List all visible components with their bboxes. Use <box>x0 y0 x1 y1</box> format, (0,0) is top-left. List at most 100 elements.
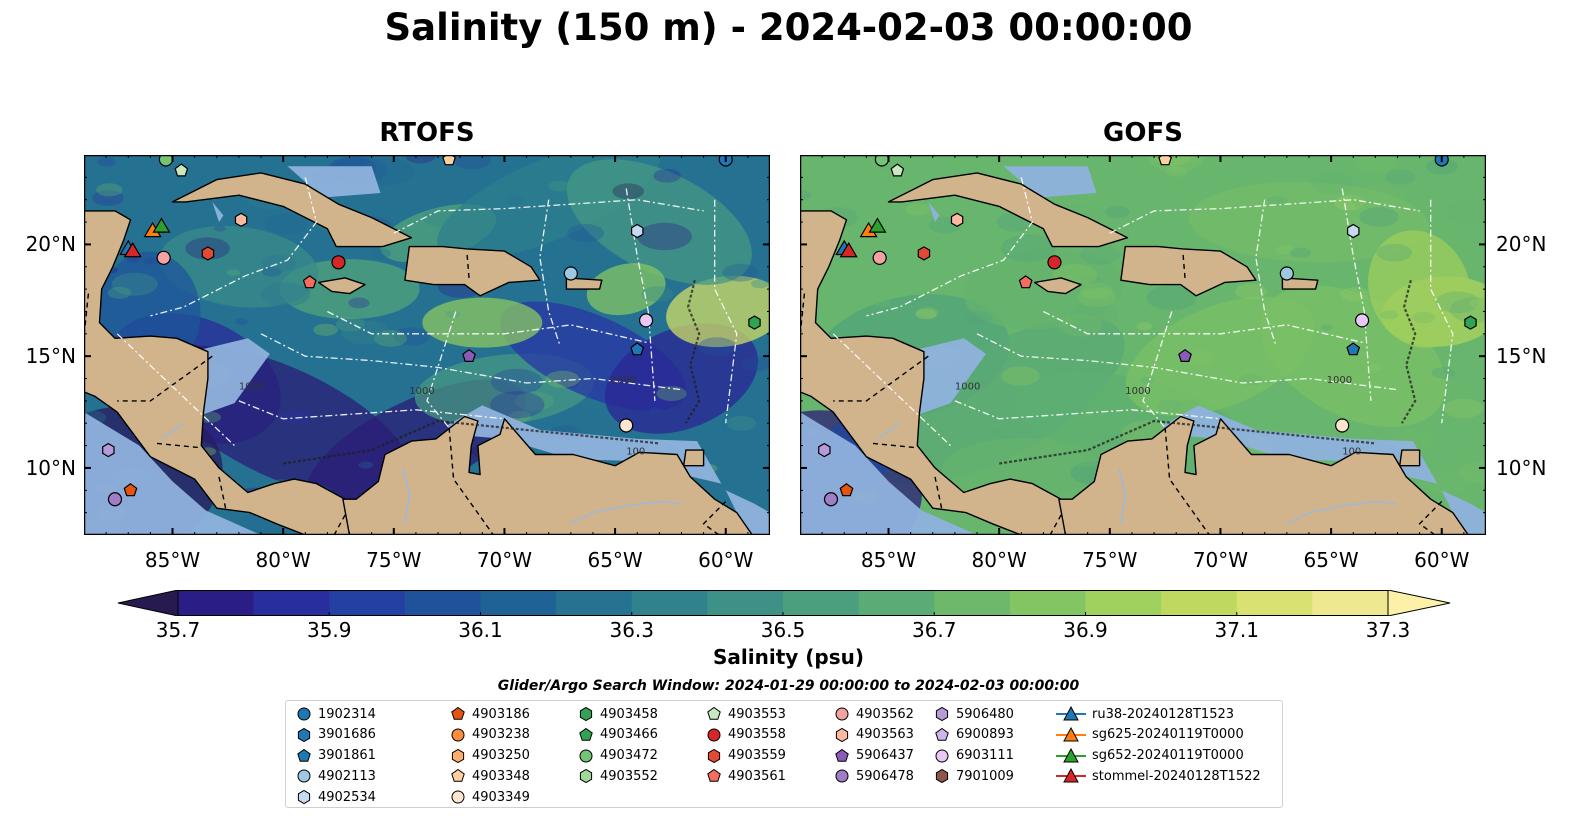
legend-item-label: 4903458 <box>600 706 658 722</box>
hexagon-marker-icon <box>579 769 593 784</box>
axis-ticks <box>84 155 770 535</box>
legend-item: 4903250 <box>450 746 530 766</box>
argo-5906480 <box>102 442 115 458</box>
circle-marker-icon <box>451 790 465 804</box>
legend-item-label: 4903552 <box>600 768 658 784</box>
hexagon-marker-icon <box>707 748 721 763</box>
legend-item: 4903238 <box>450 725 530 745</box>
land-trinidad <box>683 449 705 467</box>
colorbar-segment <box>631 590 708 616</box>
legend-item: 3901861 <box>296 746 376 766</box>
argo-4903561 <box>302 275 317 289</box>
panel-title-rtofs: RTOFS <box>379 118 475 148</box>
legend-item: 4903558 <box>706 725 786 745</box>
glider-sg652-20240119T0000 <box>868 217 887 233</box>
glider-markers <box>119 217 171 258</box>
legend-item: 4903562 <box>834 704 914 724</box>
x-tick-label: 80°W <box>971 548 1027 572</box>
legend-item: 4903552 <box>578 766 658 786</box>
figure-title: Salinity (150 m) - 2024-02-03 00:00:00 <box>384 6 1193 49</box>
legend: 1902314 3901686 3901861 4902113 4902534 49031… <box>285 700 1283 808</box>
legend-item-label: 4903563 <box>856 727 914 743</box>
search-window-text: Glider/Argo Search Window: 2024-01-29 00… <box>497 678 1080 694</box>
x-tick-label: 60°W <box>698 548 754 572</box>
colorbar-extend-min <box>117 590 179 616</box>
argo-4903559 <box>917 246 931 261</box>
colorbar-tick-label: 36.5 <box>760 618 806 642</box>
legend-item: ru38-20240128T1523 <box>1056 704 1234 724</box>
legend-item: sg652-20240119T0000 <box>1056 746 1244 766</box>
land-hispaniola <box>1120 245 1257 297</box>
legend-item-label: 1902314 <box>318 706 376 722</box>
contour-label: 100 <box>626 447 645 458</box>
x-tick-label: 60°W <box>1414 548 1470 572</box>
colorbar-tick-label: 37.3 <box>1365 618 1411 642</box>
colorbar-tick-label: 37.1 <box>1214 618 1260 642</box>
legend-item-label: 6900893 <box>956 727 1014 743</box>
land-puertorico <box>565 277 603 290</box>
legend-item: 5906437 <box>834 746 914 766</box>
axis-ticks <box>800 155 1486 535</box>
legend-item-label: 4903186 <box>472 706 530 722</box>
panel-title-gofs: GOFS <box>1103 118 1183 148</box>
legend-item: 4903186 <box>450 704 530 724</box>
legend-item: 6903111 <box>934 746 1014 766</box>
argo-4903458 <box>1464 315 1477 330</box>
legend-item: 4903472 <box>578 746 658 766</box>
x-tick-label: 70°W <box>476 548 533 572</box>
x-tick-label: 70°W <box>1192 548 1249 572</box>
contour-label: 1000 <box>1125 386 1150 397</box>
contour-label: 1000 <box>239 382 264 393</box>
legend-item-label: sg652-20240119T0000 <box>1092 748 1244 764</box>
colorbar-segment <box>934 590 1011 616</box>
colorbar <box>117 590 1451 616</box>
colorbar-tick-label: 36.3 <box>609 618 655 642</box>
legend-item: 4903559 <box>706 746 786 766</box>
argo-4903458 <box>748 315 761 330</box>
pentagon-marker-icon <box>451 706 465 720</box>
colorbar-tick-label: 36.7 <box>911 618 957 642</box>
argo-4903349 <box>619 418 634 433</box>
legend-item: stommel-20240128T1522 <box>1056 766 1261 786</box>
hexagon-marker-icon <box>451 748 465 763</box>
argo-4903562 <box>156 250 171 265</box>
legend-item: 4903349 <box>450 787 530 807</box>
triangle-marker-icon <box>1056 726 1086 742</box>
colorbar-tick-label: 36.1 <box>458 618 503 642</box>
argo-4902113 <box>563 266 578 281</box>
legend-item-label: stommel-20240128T1522 <box>1092 768 1261 784</box>
legend-item-label: 6903111 <box>956 748 1014 764</box>
map-gofs: 1000 1000 1000 100 <box>800 155 1486 535</box>
pentagon-marker-icon <box>297 748 311 762</box>
legend-item-label: 5906480 <box>956 706 1014 722</box>
argo-4903563 <box>234 212 248 227</box>
y-tick-label-left: 10°N <box>25 455 76 480</box>
land-hispaniola <box>404 245 541 297</box>
legend-item: 4903561 <box>706 766 786 786</box>
argo-markers <box>818 155 1477 507</box>
legend-item-label: sg625-20240119T0000 <box>1092 727 1244 743</box>
colorbar-tick-label: 35.9 <box>306 618 352 642</box>
legend-item-label: 4903553 <box>728 706 786 722</box>
hexagon-marker-icon <box>935 706 949 722</box>
pentagon-marker-icon <box>451 769 465 783</box>
circle-marker-icon <box>451 728 465 742</box>
land-jamaica <box>1033 277 1082 295</box>
glider-markers <box>835 217 887 258</box>
colorbar-segment <box>329 590 406 616</box>
circle-marker-icon <box>935 749 949 763</box>
legend-item-label: 7901009 <box>956 768 1014 784</box>
colorbar-tick-label: 35.7 <box>155 618 201 642</box>
argo-6903111 <box>638 313 654 328</box>
legend-item-label: 4903558 <box>728 727 786 743</box>
legend-item-label: 4903349 <box>472 789 530 805</box>
x-tick-label: 85°W <box>860 548 917 572</box>
argo-6903111 <box>1354 313 1370 328</box>
circle-marker-icon <box>579 749 593 763</box>
hexagon-marker-icon <box>297 727 311 742</box>
pentagon-marker-icon <box>835 748 849 762</box>
hexagon-marker-icon <box>297 790 311 805</box>
legend-item-label: 4903238 <box>472 727 530 743</box>
land-jamaica <box>317 277 366 295</box>
map-panel-rtofs: 1000 1000 1000 100 <box>84 155 770 535</box>
